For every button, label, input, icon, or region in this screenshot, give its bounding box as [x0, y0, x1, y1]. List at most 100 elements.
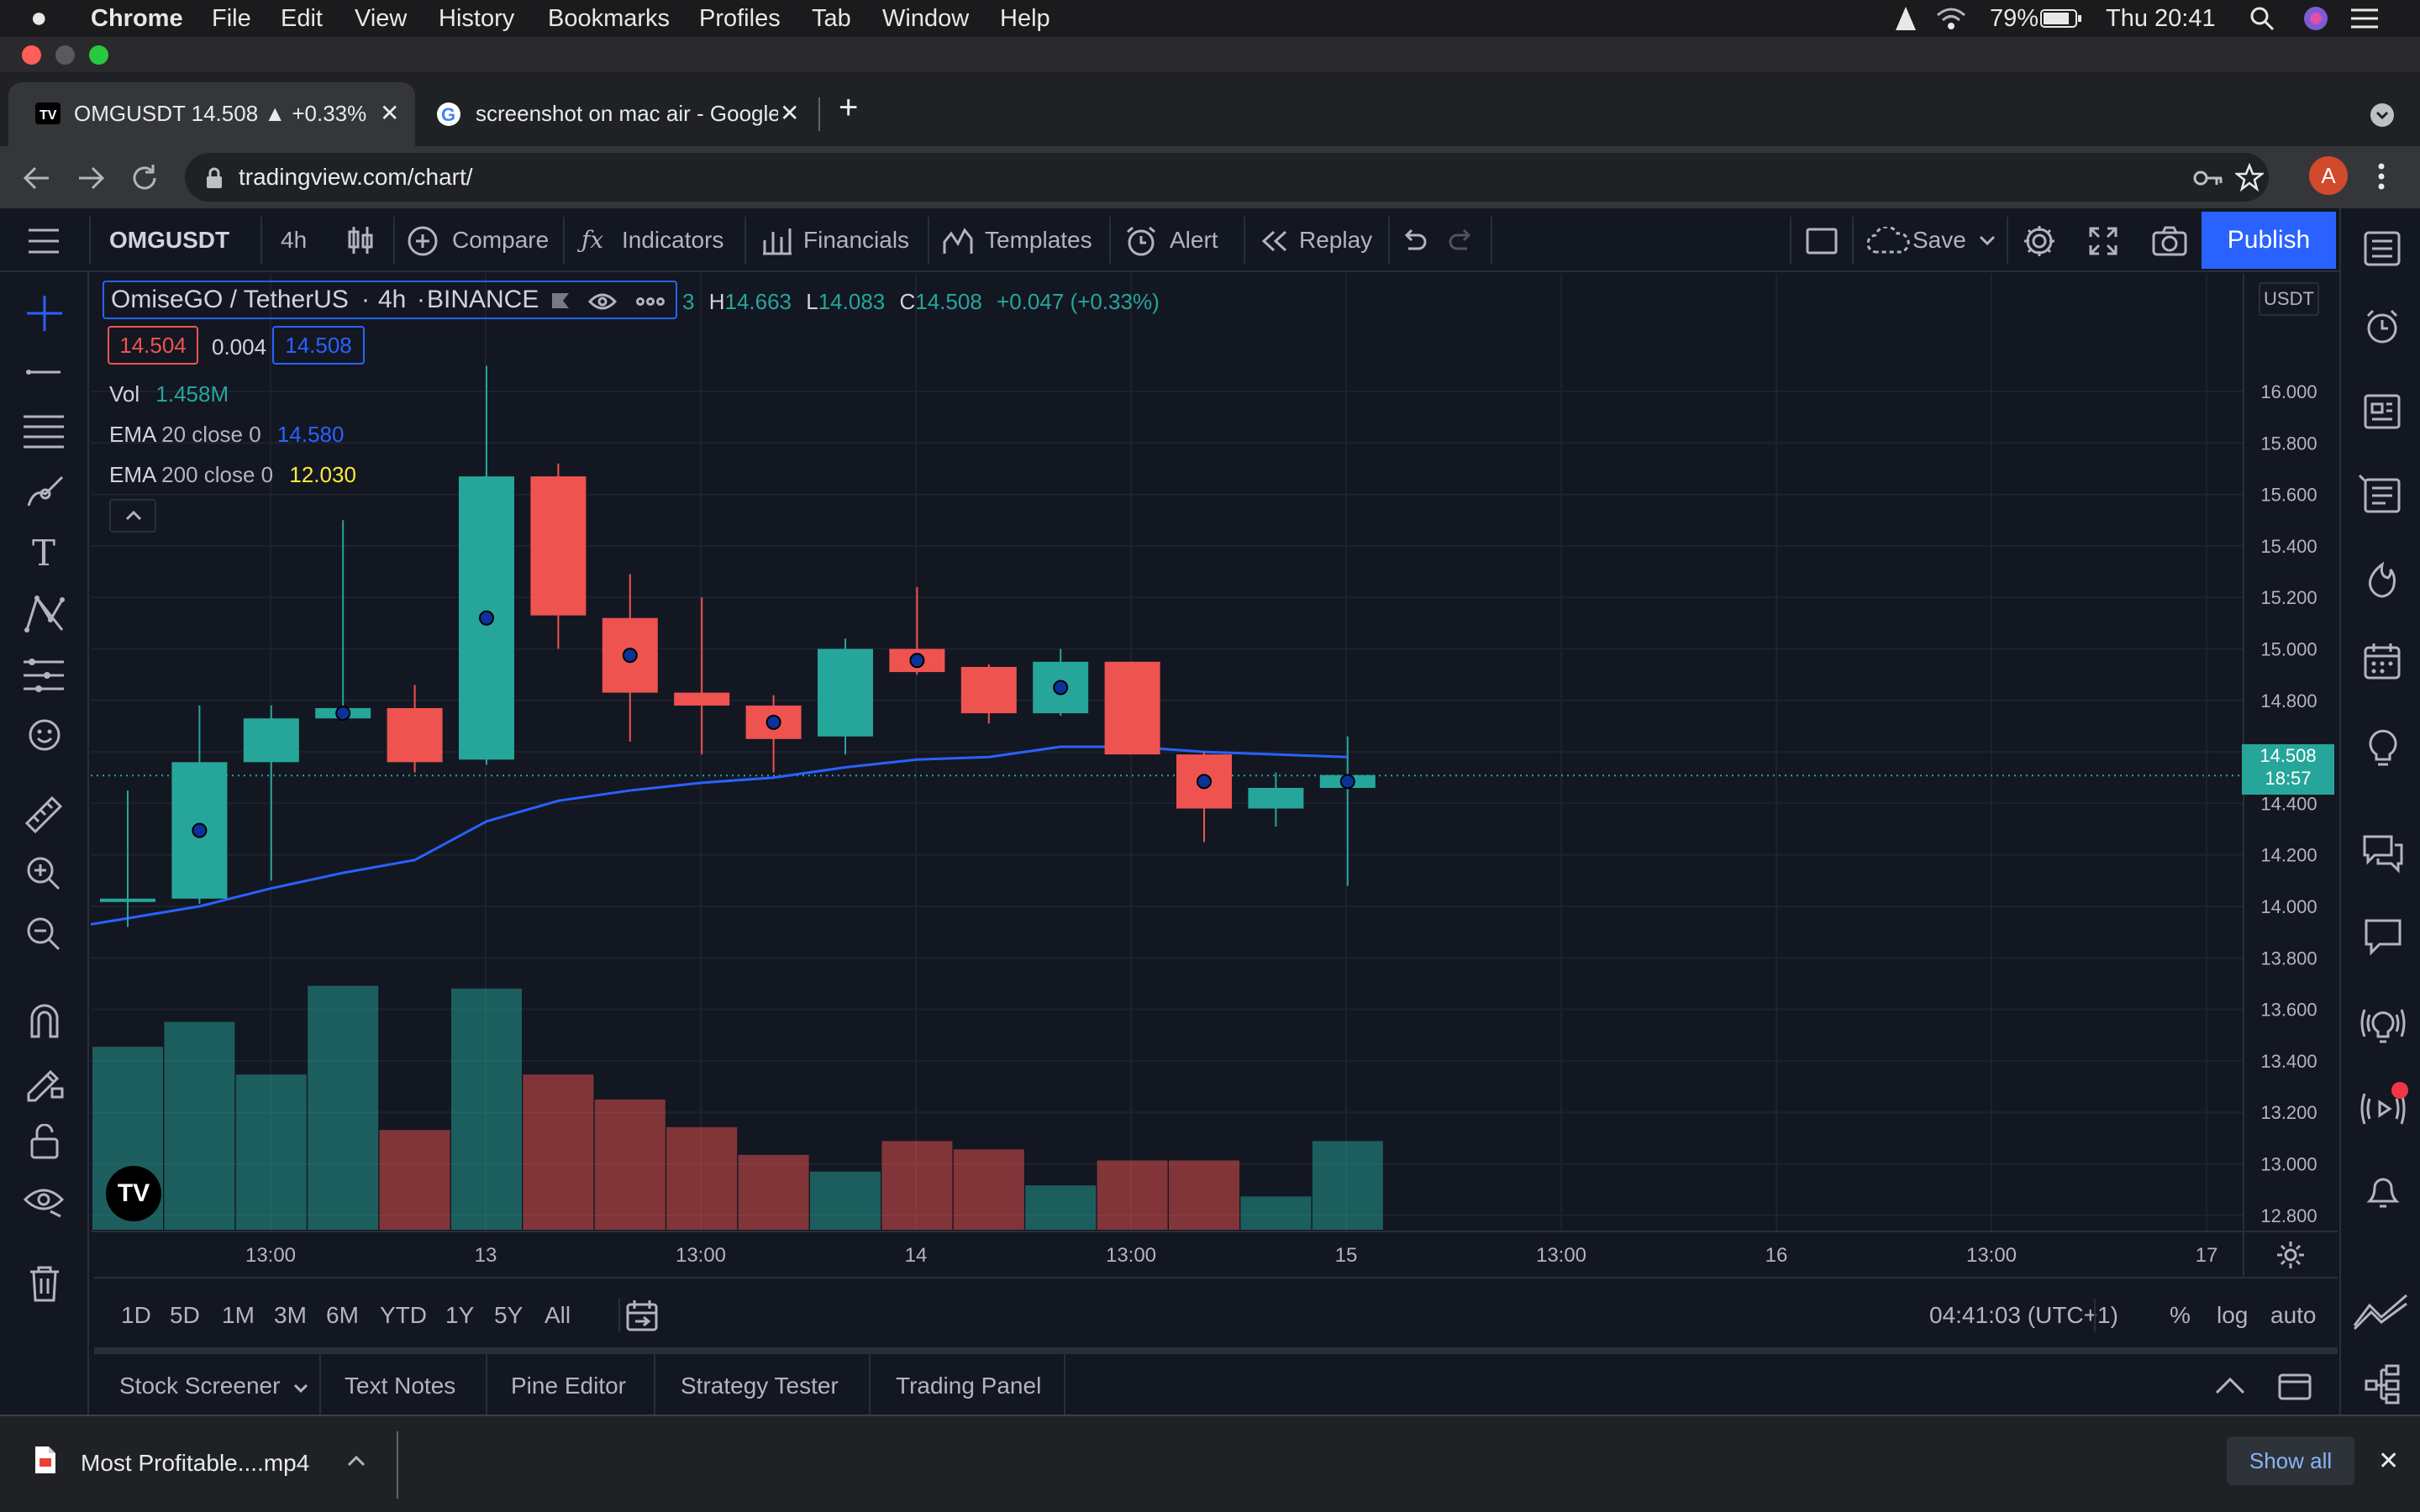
range-5y-button[interactable]: 5Y — [494, 1302, 523, 1328]
forward-icon[interactable] — [74, 161, 108, 195]
hide-drawings-eye-icon[interactable] — [24, 1184, 64, 1218]
tab-google[interactable]: G screenshot on mac air - Google ✕ — [424, 82, 810, 146]
siri-icon[interactable] — [2302, 5, 2329, 32]
menubar-clock[interactable]: Thu 20:41 — [2106, 5, 2216, 32]
profile-avatar[interactable]: A — [2309, 156, 2348, 195]
url-text[interactable]: tradingview.com/chart/ — [239, 164, 473, 190]
reload-icon[interactable] — [128, 161, 161, 195]
back-icon[interactable] — [20, 161, 54, 195]
templates-icon[interactable] — [943, 225, 976, 255]
symbol-legend[interactable]: OmiseGO / TetherUS · 4h · BINANCE — [103, 281, 677, 319]
menu-window[interactable]: Window — [882, 5, 970, 32]
bid-price[interactable]: 14.504 — [108, 326, 198, 365]
ema200-legend[interactable]: EMA 200 close 0 12.030 — [109, 462, 356, 488]
range-1y-button[interactable]: 1Y — [445, 1302, 475, 1328]
text-tool-icon[interactable]: T — [32, 533, 56, 574]
streams-icon[interactable] — [2358, 1001, 2408, 1047]
axis-settings-gear-icon[interactable] — [2275, 1240, 2306, 1270]
ask-price[interactable]: 14.508 — [272, 326, 365, 365]
compare-button[interactable]: Compare — [452, 227, 550, 253]
fib-retracement-icon[interactable] — [22, 413, 66, 450]
tab-trading-panel[interactable]: Trading Panel — [896, 1373, 1042, 1399]
screener-dropdown-chevron-icon[interactable] — [292, 1383, 309, 1394]
menu-tab[interactable]: Tab — [812, 5, 851, 32]
battery-percent[interactable]: 79% — [1990, 5, 2039, 32]
ideas-stream-icon[interactable] — [2358, 474, 2403, 516]
tab-strategy-tester[interactable]: Strategy Tester — [681, 1373, 839, 1399]
menu-help[interactable]: Help — [1000, 5, 1050, 32]
watchlist-icon[interactable] — [2363, 230, 2402, 267]
financials-icon[interactable] — [761, 225, 792, 255]
percent-scale-toggle[interactable]: % — [2170, 1302, 2191, 1328]
window-minimize-button[interactable] — [55, 45, 75, 65]
currency-label[interactable]: USDT — [2259, 282, 2319, 316]
settings-gear-icon[interactable] — [2022, 223, 2057, 259]
replay-button[interactable]: Replay — [1299, 227, 1373, 253]
tab-text-notes[interactable]: Text Notes — [345, 1373, 456, 1399]
tab-tradingview[interactable]: TV OMGUSDT 14.508 ▲ +0.33% ✕ — [8, 82, 415, 146]
window-zoom-button[interactable] — [89, 45, 108, 65]
volume-legend[interactable]: Vol 1.458M — [109, 381, 229, 407]
candles-style-icon[interactable] — [346, 223, 375, 257]
battery-icon[interactable] — [2040, 8, 2082, 29]
wifi-icon[interactable] — [1934, 5, 1968, 32]
flag-icon[interactable] — [550, 291, 571, 312]
panel-expand-chevron-icon[interactable] — [2213, 1376, 2247, 1396]
range-6m-button[interactable]: 6M — [326, 1302, 359, 1328]
interval-button[interactable]: 4h — [281, 227, 308, 253]
menu-bookmarks[interactable]: Bookmarks — [548, 5, 671, 32]
financials-button[interactable]: Financials — [803, 227, 910, 253]
range-1d-button[interactable]: 1D — [121, 1302, 151, 1328]
emoji-icon[interactable] — [27, 717, 62, 753]
range-1m-button[interactable]: 1M — [222, 1302, 255, 1328]
replay-icon[interactable] — [1259, 228, 1289, 254]
timezone-clock[interactable]: 04:41:03 (UTC+1) — [1929, 1302, 2118, 1328]
spotlight-search-icon[interactable] — [2249, 5, 2275, 32]
panel-maximize-icon[interactable] — [2277, 1373, 2312, 1401]
hamburger-menu-icon[interactable] — [27, 227, 60, 255]
goto-date-calendar-icon[interactable] — [625, 1299, 659, 1332]
menu-profiles[interactable]: Profiles — [699, 5, 781, 32]
prediction-tool-icon[interactable] — [22, 657, 66, 694]
snapshot-camera-icon[interactable] — [2151, 225, 2188, 257]
undo-icon[interactable] — [1398, 227, 1428, 254]
tab-close-icon[interactable]: ✕ — [380, 100, 400, 126]
tab-close-icon[interactable]: ✕ — [780, 100, 800, 126]
new-tab-icon[interactable]: + — [839, 89, 859, 126]
compare-plus-icon[interactable] — [407, 225, 439, 257]
download-options-chevron-icon[interactable] — [346, 1453, 366, 1468]
news-icon[interactable] — [2363, 393, 2403, 430]
delete-trash-icon[interactable] — [29, 1265, 60, 1302]
menu-edit[interactable]: Edit — [281, 5, 323, 32]
range-5d-button[interactable]: 5D — [170, 1302, 200, 1328]
collapse-legend-button[interactable] — [109, 499, 156, 533]
trend-line-icon[interactable] — [25, 360, 64, 385]
vlc-icon[interactable] — [1894, 5, 1918, 32]
trading-chart-icon[interactable] — [2353, 1292, 2408, 1331]
menu-file[interactable]: File — [212, 5, 251, 32]
templates-button[interactable]: Templates — [985, 227, 1092, 253]
range-3m-button[interactable]: 3M — [274, 1302, 307, 1328]
object-tree-icon[interactable] — [2365, 1364, 2402, 1404]
alert-clock-icon[interactable] — [1124, 225, 1158, 257]
save-dropdown-chevron-icon[interactable] — [1978, 234, 1996, 247]
zoom-in-icon[interactable] — [25, 855, 62, 892]
range-ytd-button[interactable]: YTD — [380, 1302, 427, 1328]
save-button[interactable]: Save — [1912, 227, 1966, 253]
brush-icon[interactable] — [25, 472, 66, 509]
more-options-icon[interactable] — [635, 296, 666, 307]
menu-view[interactable]: View — [355, 5, 408, 32]
log-scale-toggle[interactable]: log — [2217, 1302, 2249, 1328]
visibility-eye-icon[interactable] — [588, 291, 617, 312]
lock-icon[interactable] — [205, 166, 224, 190]
symbol-search-button[interactable]: OMGUSDT — [109, 227, 230, 253]
indicators-button[interactable]: Indicators — [622, 227, 724, 253]
auto-scale-toggle[interactable]: auto — [2270, 1302, 2317, 1328]
menu-app-name[interactable]: Chrome — [91, 5, 183, 32]
window-close-button[interactable] — [22, 45, 41, 65]
zoom-out-icon[interactable] — [25, 916, 62, 953]
tab-stock-screener[interactable]: Stock Screener — [119, 1373, 281, 1399]
tab-search-icon[interactable] — [2370, 102, 2395, 128]
control-center-icon[interactable] — [2349, 7, 2380, 30]
alerts-clock-icon[interactable] — [2363, 307, 2402, 346]
